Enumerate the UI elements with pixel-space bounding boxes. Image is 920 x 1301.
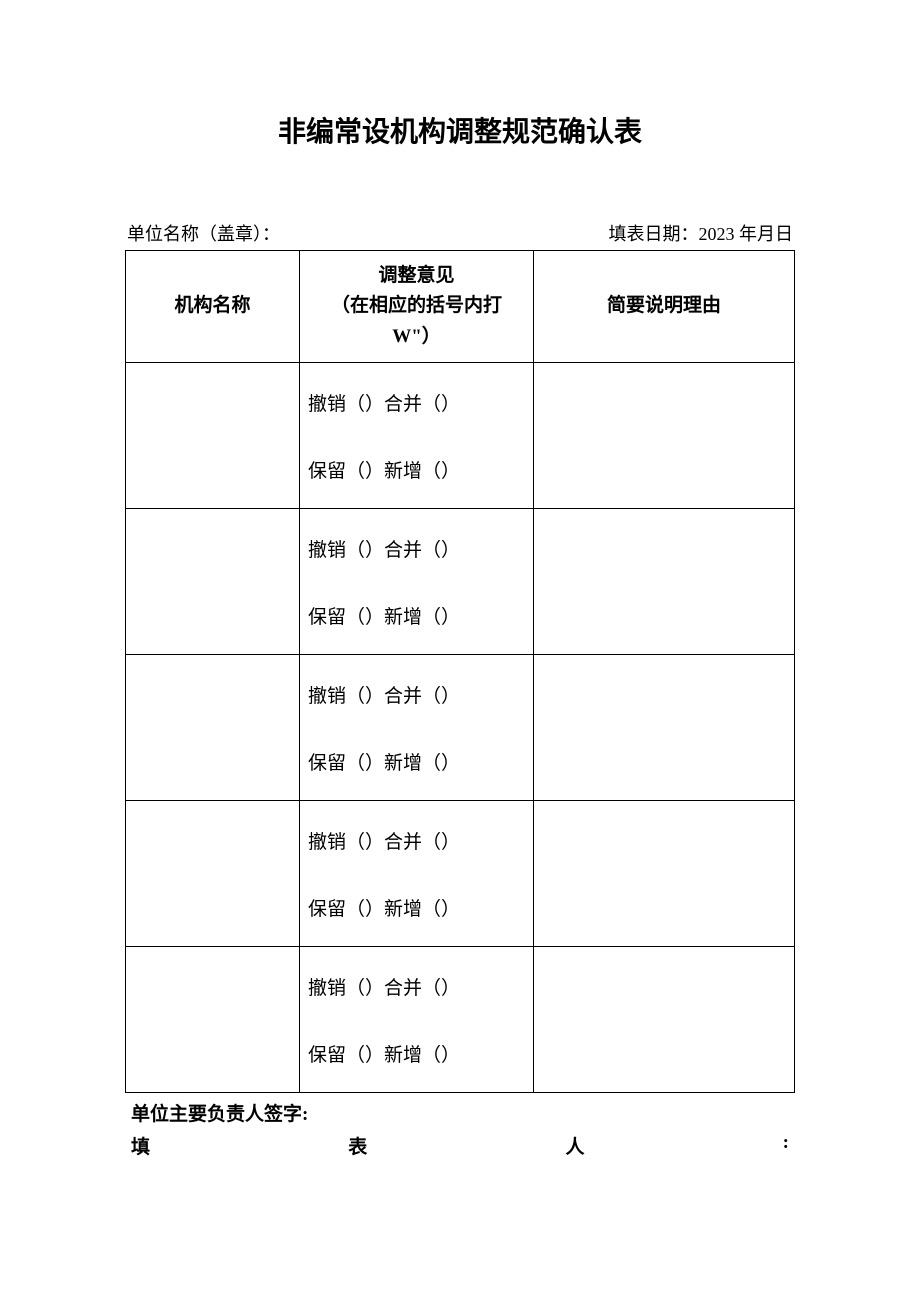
table-row: 撤销（）合并（） 保留（）新增（） [126,801,795,947]
filler-char2: 表 [348,1132,367,1159]
cell-org-name [126,947,300,1093]
option-line-1: 撤销（）合并（） [308,953,525,1020]
table-row: 撤销（）合并（） 保留（）新增（） [126,363,795,509]
table-header-row: 机构名称 调整意见 （在相应的括号内打 W"） 简要说明理由 [126,251,795,363]
option-line-2: 保留（）新增（） [308,1020,525,1087]
col-header-adjustment: 调整意见 （在相应的括号内打 W"） [299,251,533,363]
header-row: 单位名称（盖章）： 填表日期：2023 年月日 [125,220,795,246]
cell-reason [534,655,795,801]
filler-char4: : [783,1132,789,1159]
cell-org-name [126,801,300,947]
cell-adjustment: 撤销（）合并（） 保留（）新增（） [299,655,533,801]
col-header-reason: 简要说明理由 [534,251,795,363]
option-line-2: 保留（）新增（） [308,728,525,795]
fill-date: 填表日期：2023 年月日 [609,220,794,246]
table-row: 撤销（）合并（） 保留（）新增（） [126,655,795,801]
table-row: 撤销（）合并（） 保留（）新增（） [126,509,795,655]
cell-reason [534,509,795,655]
footer: 单位主要负责人签字: 填 表 人 : [125,1099,795,1159]
date-label: 填表日期： [609,224,699,244]
cell-adjustment: 撤销（）合并（） 保留（）新增（） [299,509,533,655]
cell-reason [534,801,795,947]
document-title: 非编常设机构调整规范确认表 [125,110,795,150]
col-header-adjustment-line1: 调整意见 [379,265,455,286]
cell-reason [534,363,795,509]
unit-name-label: 单位名称（盖章）： [127,220,280,246]
cell-adjustment: 撤销（）合并（） 保留（）新增（） [299,801,533,947]
cell-org-name [126,655,300,801]
table-row: 撤销（）合并（） 保留（）新增（） [126,947,795,1093]
cell-adjustment: 撤销（）合并（） 保留（）新增（） [299,947,533,1093]
col-header-adjustment-line2: （在相应的括号内打 [331,295,502,316]
option-line-1: 撤销（）合并（） [308,807,525,874]
option-line-2: 保留（）新增（） [308,874,525,941]
signature-label: 单位主要负责人签字: [131,1099,789,1126]
col-header-org-name: 机构名称 [126,251,300,363]
filler-label: 填 表 人 : [131,1132,789,1159]
option-line-2: 保留（）新增（） [308,582,525,649]
cell-adjustment: 撤销（）合并（） 保留（）新增（） [299,363,533,509]
option-line-1: 撤销（）合并（） [308,369,525,436]
cell-reason [534,947,795,1093]
confirmation-table: 机构名称 调整意见 （在相应的括号内打 W"） 简要说明理由 撤销（）合并（） … [125,250,795,1093]
option-line-2: 保留（）新增（） [308,436,525,503]
cell-org-name [126,363,300,509]
cell-org-name [126,509,300,655]
filler-char1: 填 [131,1132,150,1159]
filler-char3: 人 [565,1132,584,1159]
date-value: 2023 年月日 [699,224,794,244]
option-line-1: 撤销（）合并（） [308,661,525,728]
option-line-1: 撤销（）合并（） [308,515,525,582]
col-header-adjustment-line3: W"） [392,326,441,347]
